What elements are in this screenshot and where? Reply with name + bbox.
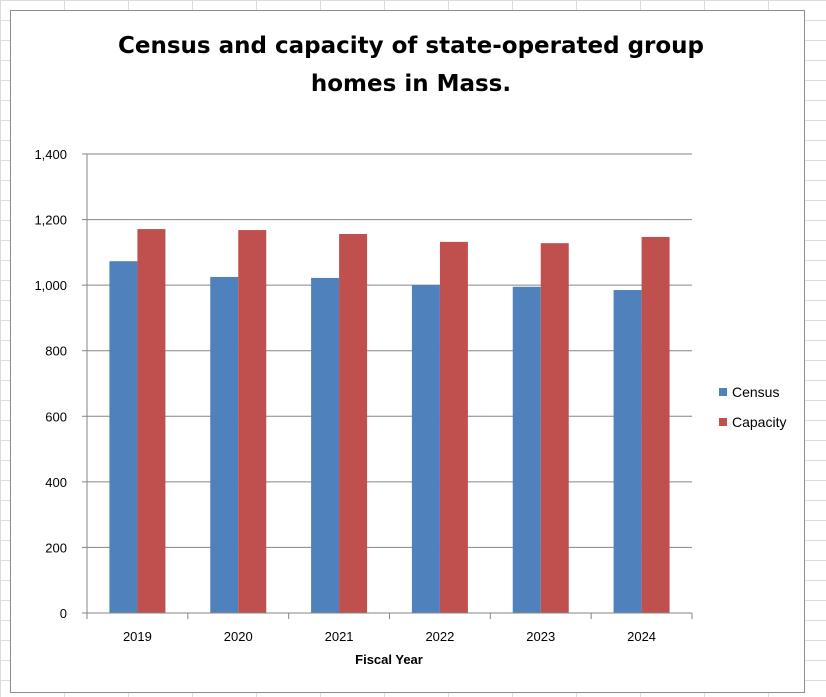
chart-canvas: Census and capacity of state-operated gr…: [34, 33, 786, 667]
bar-capacity-2022: [439, 241, 468, 613]
x-tick-label: 2022: [425, 629, 454, 644]
y-tick-label: 200: [45, 540, 67, 555]
y-tick-label: 1,200: [34, 213, 67, 228]
bar-census-2022: [411, 285, 440, 613]
bar-capacity-2020: [238, 230, 267, 613]
y-tick-label: 800: [45, 344, 67, 359]
bar-census-2024: [613, 290, 642, 613]
bar-census-2019: [109, 261, 138, 613]
bar-census-2020: [210, 276, 239, 613]
bar-census-2021: [311, 277, 340, 613]
legend-label-capacity: Capacity: [732, 414, 786, 430]
legend-label-census: Census: [732, 384, 779, 400]
axes: [82, 153, 693, 619]
y-tick-label: 1,000: [34, 278, 67, 293]
gridlines: [87, 153, 692, 548]
y-tick-label: 1,400: [34, 147, 67, 162]
x-tick-label: 2019: [123, 629, 152, 644]
chart-title-line: homes in Mass.: [311, 71, 511, 97]
bar-capacity-2019: [137, 229, 166, 613]
bar-capacity-2024: [641, 236, 670, 613]
chart-title-line: Census and capacity of state-operated gr…: [118, 33, 704, 59]
legend-swatch-capacity: [719, 418, 727, 426]
x-tick-label: 2020: [224, 629, 253, 644]
x-axis-title: Fiscal Year: [355, 652, 423, 667]
x-tick-label: 2021: [325, 629, 354, 644]
chart-area: Census and capacity of state-operated gr…: [10, 10, 805, 693]
chart-title: Census and capacity of state-operated gr…: [118, 33, 704, 97]
y-axis-tick-labels: 0 200 400 600 800 1,000 1,200 1,400: [34, 147, 67, 621]
legend: Census Capacity: [719, 384, 786, 430]
bar-capacity-2023: [540, 243, 569, 614]
bar-census-2023: [512, 286, 541, 613]
legend-swatch-census: [719, 388, 727, 396]
bars: [109, 229, 670, 614]
x-tick-label: 2023: [526, 629, 555, 644]
x-tick-label: 2024: [627, 629, 656, 644]
y-tick-label: 0: [60, 606, 67, 621]
y-tick-label: 600: [45, 409, 67, 424]
bar-capacity-2021: [339, 233, 368, 614]
y-tick-label: 400: [45, 475, 67, 490]
x-axis-tick-labels: 2019 2020 2021 2022 2023 2024: [123, 629, 656, 644]
